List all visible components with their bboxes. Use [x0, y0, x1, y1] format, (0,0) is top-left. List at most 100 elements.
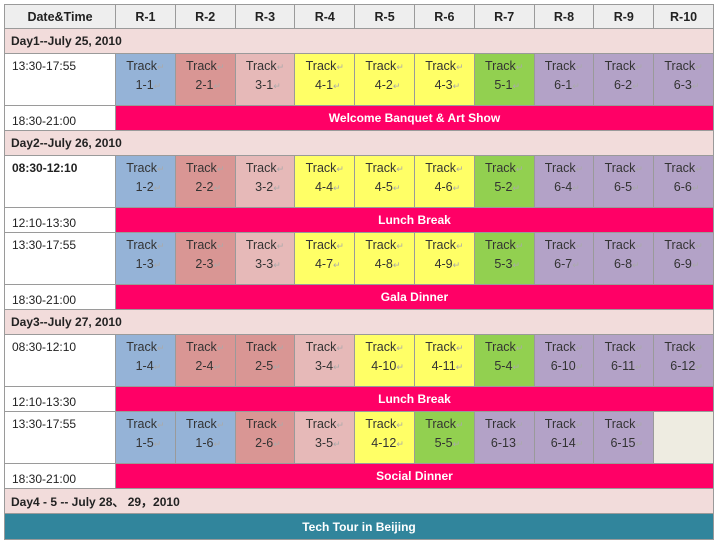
track-id: 4-12: [371, 436, 397, 450]
track-cell: Track↵ 2-6↵: [234, 411, 296, 464]
track-label: Track: [126, 238, 158, 252]
return-mark-icon: ↵: [635, 362, 643, 372]
track-id: 1-5: [135, 436, 154, 450]
track-id: 4-2: [374, 78, 393, 92]
return-mark-icon: ↵: [273, 362, 281, 372]
track-number: 4-5↵: [356, 178, 414, 197]
tech-tour-row: Tech Tour in Beijing: [4, 513, 714, 540]
day-header-row: Day4 - 5 -- July 28、 29，2010: [4, 488, 714, 514]
track-id: 4-3: [434, 78, 453, 92]
return-mark-icon: ↵: [575, 343, 584, 353]
time-slot: 08:30-12:10: [4, 155, 116, 208]
return-mark-icon: ↵: [575, 439, 584, 449]
track-number: 4-2↵: [356, 76, 414, 95]
room-header: R-1: [115, 4, 176, 29]
track-id: 4-1: [314, 78, 334, 92]
time-slot: 18:30-21:00: [4, 105, 116, 131]
track-cell: Track↵ 6-10↵: [533, 334, 595, 387]
track-id: 1-2: [135, 180, 154, 194]
track-word: Track↵: [176, 57, 234, 76]
track-number: 4-4↵: [296, 178, 354, 197]
track-id: 6-6: [673, 180, 692, 194]
track-word: Track↵: [356, 338, 414, 357]
return-mark-icon: ↵: [333, 362, 341, 372]
track-id: 1-3: [135, 257, 154, 271]
return-mark-icon: ↵: [333, 439, 341, 449]
return-mark-icon: ↵: [216, 164, 225, 174]
track-cell: Track↵ 5-2↵: [473, 155, 535, 208]
track-label: Track: [186, 417, 217, 431]
return-mark-icon: ↵: [396, 62, 404, 72]
track-word: Track↵: [415, 159, 473, 178]
track-cell: Track↵ 6-5↵: [593, 155, 655, 208]
track-number: 6-7↵: [535, 255, 593, 274]
return-mark-icon: ↵: [632, 260, 640, 270]
return-mark-icon: ↵: [333, 183, 341, 193]
return-mark-icon: ↵: [456, 62, 464, 72]
track-number: 4-3↵: [415, 76, 473, 95]
return-mark-icon: ↵: [333, 260, 341, 270]
track-id: 6-7: [554, 257, 573, 271]
track-id: 6-8: [613, 257, 633, 271]
track-number: 4-7↵: [296, 255, 354, 274]
return-mark-icon: ↵: [153, 439, 162, 449]
return-mark-icon: ↵: [396, 164, 404, 174]
track-cell: Track↵ 4-11↵: [413, 334, 475, 387]
time-slot: 18:30-21:00: [4, 284, 116, 310]
session-row: 08:30-12:10 Track↵ 1-4↵ Track↵ 2-4↵ Track↵ 2-5…: [4, 334, 714, 387]
return-mark-icon: ↵: [213, 362, 221, 372]
track-label: Track: [126, 340, 158, 354]
track-id: 3-4: [314, 359, 334, 373]
track-id: 6-1: [554, 78, 573, 92]
return-mark-icon: ↵: [396, 420, 404, 430]
track-label: Track: [126, 161, 158, 175]
track-cell: Track↵ 4-5↵: [354, 155, 415, 208]
track-word: Track↵: [116, 236, 174, 255]
return-mark-icon: ↵: [515, 343, 524, 353]
track-id: 2-4: [195, 359, 214, 373]
tech-tour-banner: Tech Tour in Beijing: [4, 513, 714, 540]
track-number: 3-1↵: [236, 76, 294, 95]
track-number: 1-1↵: [116, 76, 174, 95]
track-cell: Track↵ 4-3↵: [413, 53, 475, 106]
track-id: 6-10: [550, 359, 576, 373]
return-mark-icon: ↵: [575, 241, 584, 251]
track-word: Track↵: [535, 236, 593, 255]
track-word: Track↵: [475, 338, 533, 357]
track-cell: Track↵ 5-1↵: [473, 53, 535, 106]
track-cell: Track↵ 2-5↵: [234, 334, 296, 387]
track-cell: Track↵ 2-2↵: [174, 155, 236, 208]
day-label: Day4 - 5 -- July 28、 29，2010: [4, 488, 714, 514]
return-mark-icon: ↵: [452, 260, 461, 270]
room-header: R-7: [473, 4, 535, 29]
track-label: Track: [425, 417, 456, 431]
track-id: 1-1: [135, 78, 154, 92]
track-word: Track↵: [116, 415, 174, 434]
track-label: Track: [425, 238, 456, 252]
track-label: Track: [245, 161, 277, 175]
event-row: 18:30-21:00 Social Dinner: [4, 463, 714, 489]
track-word: Track↵: [475, 159, 533, 178]
track-number: 6-11↵: [595, 357, 653, 376]
track-cell: Track↵ 6-1↵: [533, 53, 595, 106]
track-number: 3-5↵: [296, 434, 354, 453]
return-mark-icon: ↵: [157, 241, 165, 251]
track-number: 1-2↵: [116, 178, 174, 197]
track-cell: Track↵ 6-12↵: [653, 334, 714, 387]
return-mark-icon: ↵: [575, 164, 584, 174]
track-number: 5-3↵: [475, 255, 533, 274]
track-word: Track↵: [655, 159, 713, 178]
return-mark-icon: ↵: [396, 343, 404, 353]
track-number: 2-1↵: [176, 76, 234, 95]
track-word: Track↵: [116, 338, 174, 357]
track-number: 5-2↵: [475, 178, 533, 197]
track-label: Track: [245, 59, 277, 73]
track-label: Track: [544, 59, 576, 73]
track-label: Track: [485, 417, 516, 431]
track-word: Track↵: [595, 236, 653, 255]
track-word: Track↵: [356, 236, 414, 255]
return-mark-icon: ↵: [157, 343, 165, 353]
return-mark-icon: ↵: [276, 420, 285, 430]
track-cell: Track↵ 4-9↵: [413, 232, 475, 285]
event-banner: Lunch Break: [115, 207, 714, 233]
